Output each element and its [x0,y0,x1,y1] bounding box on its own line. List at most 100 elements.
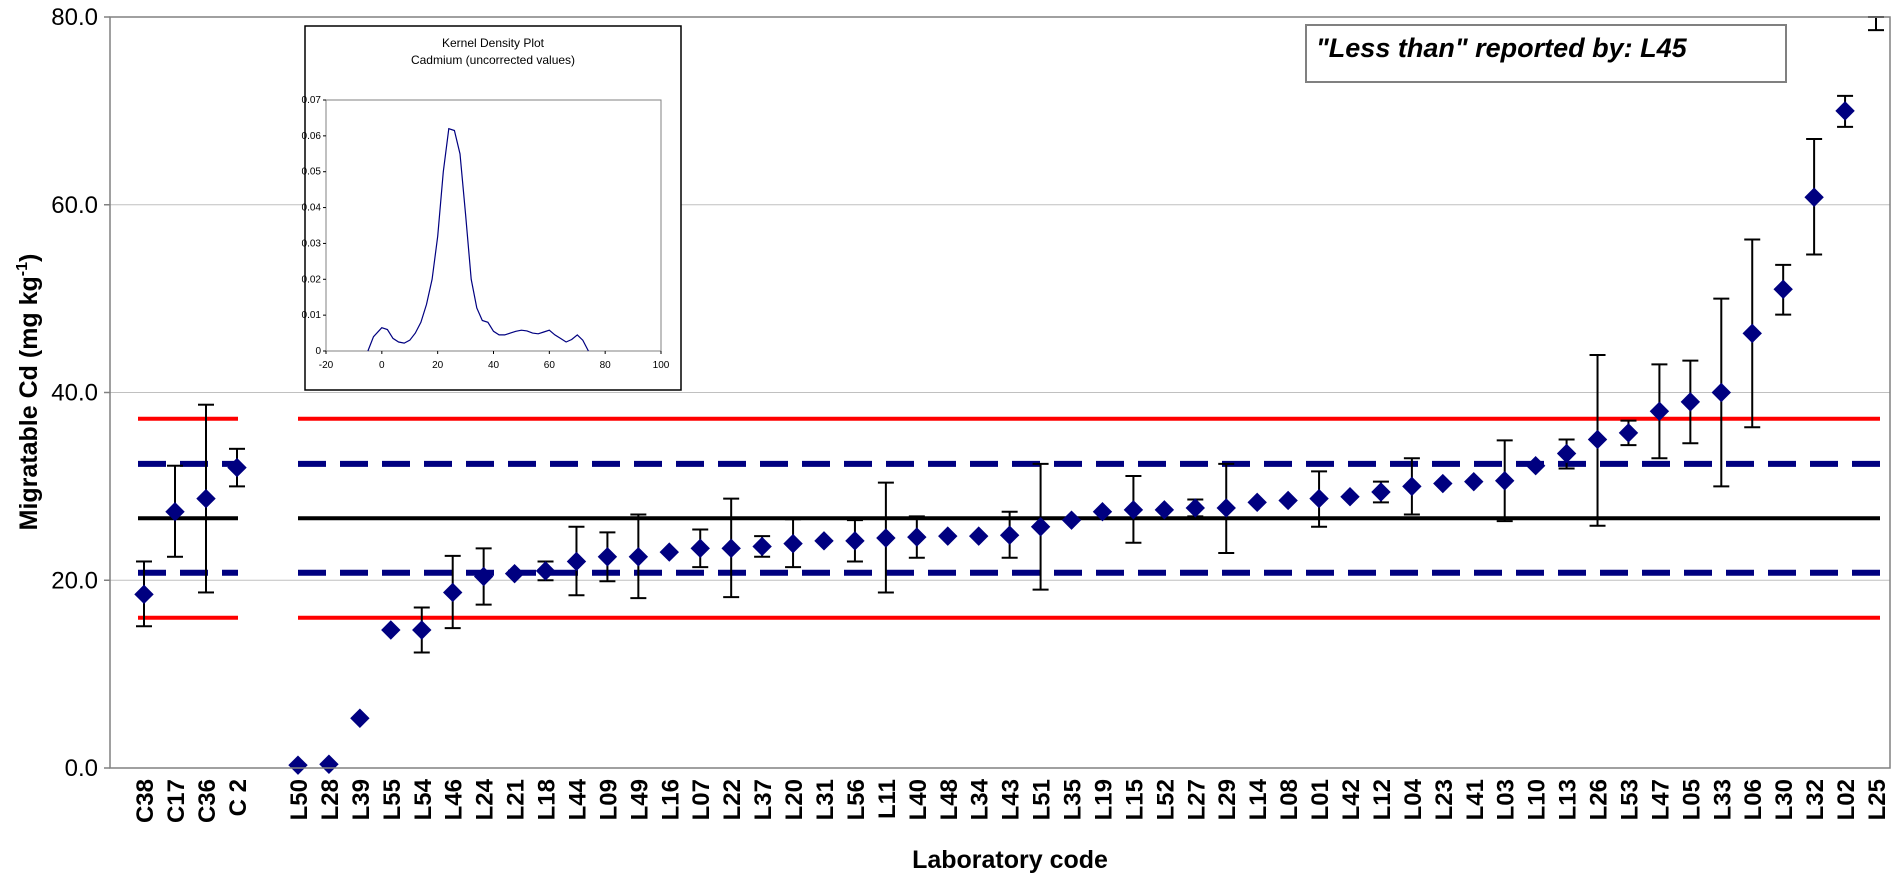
data-point [1030,517,1051,537]
data-point [999,525,1020,545]
data-point [1433,473,1453,494]
data-point [1742,323,1762,344]
x-category-label: L18 [534,779,561,820]
x-category-label: L28 [317,779,344,820]
data-point [1464,471,1484,492]
data-point [1587,429,1608,450]
x-category-label: L04 [1400,778,1427,820]
data-point [1494,471,1515,491]
data-point [1525,456,1546,476]
annotation-text: "Less than" reported by: L45 [1316,33,1688,63]
data-point [1216,498,1236,518]
inset-kernel-density-plot: Kernel Density Plot Cadmium (uncorrected… [302,25,682,391]
data-point [876,528,896,548]
data-point [288,755,308,775]
inset-y-tick-label: 0.07 [302,95,322,106]
y-axis-title-main: Migratable Cd (mg kg [15,276,43,530]
x-axis-categories: C38 C17 C36 C 2 L50 L28 L39 L55 L54 L46 L24 L21 L18 L… [132,778,1891,823]
x-category-label: L09 [595,779,622,820]
data-point [1835,101,1855,121]
x-category-label: L53 [1616,779,1643,820]
x-category-label: L16 [657,779,684,820]
x-category-label: L22 [719,779,746,820]
y-axis-title-superscript: -1 [14,262,31,276]
data-point [442,582,463,603]
x-category-label: L25 [1864,779,1891,820]
inset-x-tick-label: -20 [319,360,334,371]
x-category-label: L47 [1647,779,1674,820]
y-axis-title-close: ) [15,254,43,262]
x-category-label: L30 [1771,779,1798,820]
data-point [1618,423,1639,443]
x-category-label: L51 [1029,779,1056,820]
data-point [1185,498,1206,518]
x-category-label: L27 [1183,779,1210,820]
data-point [227,457,247,478]
inset-x-tick-label: 0 [379,360,385,371]
x-category-label: C 2 [225,779,252,816]
x-category-label: L03 [1493,779,1520,820]
inset-density-curve [367,127,589,352]
x-category-label: L26 [1586,779,1613,820]
data-point [690,538,710,559]
data-point [1556,443,1577,464]
reference-lines [138,416,1880,620]
data-point [1711,382,1732,403]
plot-area-frame [109,16,1891,769]
data-point [814,531,834,551]
x-category-label: L48 [936,779,963,820]
inset-x-tick-label: 80 [600,360,612,371]
x-category-label: L14 [1245,778,1272,820]
data-point [1680,392,1701,412]
data-point [1402,476,1422,497]
x-category-label: L06 [1740,779,1767,820]
x-category-label: L19 [1090,779,1117,820]
inset-y-tick-label: 0.02 [302,274,322,285]
x-category-label: L39 [348,779,375,820]
inset-x-tick-label: 60 [544,360,556,371]
x-category-label: L08 [1276,779,1303,820]
data-point [1371,482,1391,502]
inset-x-tick-label: 100 [653,360,670,371]
data-point [134,584,154,605]
inset-title: Kernel Density Plot [442,36,545,50]
x-category-label: L24 [472,778,499,820]
data-point [1278,490,1298,511]
x-category-label: L42 [1338,779,1365,820]
data-point [1092,502,1113,522]
x-category-label: L11 [874,779,901,819]
data-point [350,708,370,728]
y-tick-label: 0.0 [65,755,98,782]
inset-x-tick-label: 20 [432,360,444,371]
data-point [412,620,432,640]
x-category-label: L56 [843,779,870,820]
y-axis-title: Migratable Cd (mg kg-1) [14,254,43,531]
y-tick-label: 20.0 [51,567,98,594]
data-point [1061,510,1082,530]
x-category-label: L21 [503,779,530,820]
data-point [597,547,618,567]
y-tick-label: 60.0 [51,192,98,219]
data-point [1247,492,1267,513]
data-point [938,526,958,546]
x-category-label: L43 [998,779,1025,820]
x-category-label: L23 [1431,779,1458,820]
data-point [1154,500,1175,520]
inset-y-ticks: 0 0.01 0.02 0.03 0.04 0.05 0.06 0.07 [302,95,326,357]
inset-x-tick-label: 40 [488,360,500,371]
x-axis-title: Laboratory code [912,846,1108,874]
inset-y-tick-label: 0.01 [302,310,322,321]
x-category-label: L49 [626,779,653,820]
data-point [165,502,185,522]
data-point [628,547,649,567]
data-point [968,526,989,546]
x-category-label: L07 [688,779,715,820]
data-point [504,563,525,584]
data-point [659,542,680,562]
data-point [381,620,401,640]
x-category-label: L41 [1462,779,1489,820]
x-category-label: L01 [1307,779,1334,820]
x-category-label: L13 [1555,779,1582,820]
x-category-label: L29 [1214,779,1241,820]
data-point [319,754,339,774]
